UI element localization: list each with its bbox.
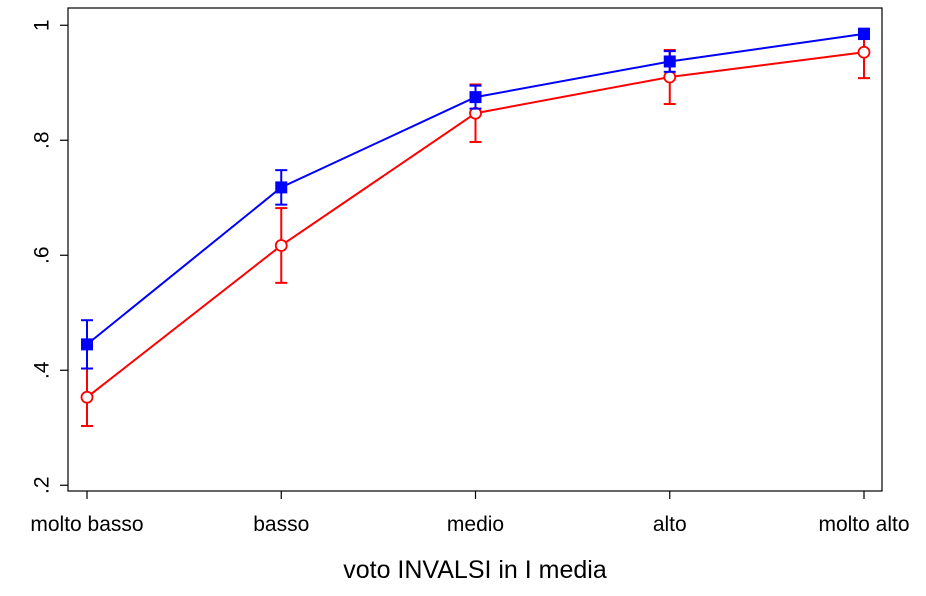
data-point-circle: [274, 239, 288, 252]
x-tick-label: alto: [653, 513, 687, 536]
y-tick-label: 1: [31, 19, 54, 31]
y-tick-label: .6: [31, 246, 54, 264]
plot-frame: [67, 7, 883, 492]
data-point-circle: [663, 70, 677, 84]
series-0: [81, 27, 870, 370]
y-tick-label: .4: [31, 361, 54, 379]
x-tick-label: basso: [253, 513, 309, 536]
series-line: [86, 32, 865, 346]
y-axis: .2 .4 .6 .8 1: [31, 19, 68, 494]
data-point-circle: [80, 390, 94, 404]
data-point-square: [858, 27, 870, 40]
x-tick-label: molto alto: [818, 513, 909, 536]
data-point-square: [663, 55, 676, 68]
x-tick-label: molto basso: [30, 513, 143, 536]
data-point-square: [275, 181, 288, 194]
x-tick-label: medio: [447, 513, 504, 536]
x-axis: molto basso basso medio alto molto alto: [30, 491, 910, 536]
data-point-square: [469, 91, 482, 104]
data-point-circle: [857, 45, 871, 59]
data-point-square: [81, 338, 93, 351]
x-axis-title: voto INVALSI in I media: [343, 556, 607, 584]
y-tick-label: .2: [31, 476, 54, 494]
y-tick-label: .8: [31, 131, 54, 149]
series-layer: [80, 27, 871, 428]
